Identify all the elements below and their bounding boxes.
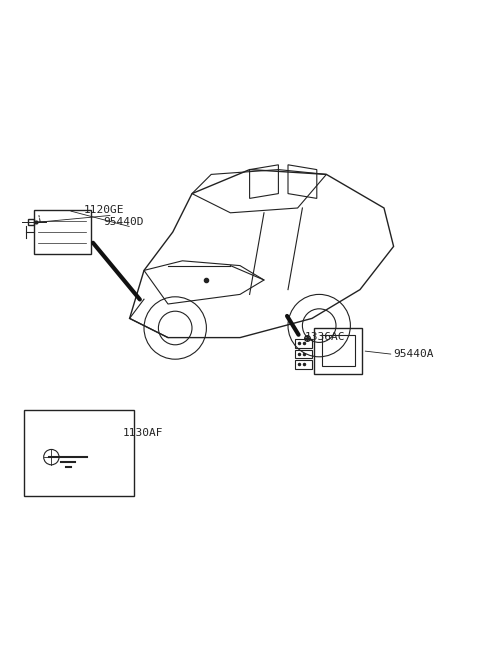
Text: 95440A: 95440A	[394, 349, 434, 359]
Bar	[295, 350, 312, 358]
Text: 1336AC: 1336AC	[305, 333, 345, 342]
Bar	[322, 335, 355, 367]
Bar	[24, 409, 134, 496]
Bar	[295, 339, 312, 348]
Text: 95440D: 95440D	[103, 217, 144, 227]
Bar	[295, 360, 312, 369]
Text: 1120GE: 1120GE	[84, 205, 124, 215]
Text: 1130AF: 1130AF	[122, 428, 163, 438]
